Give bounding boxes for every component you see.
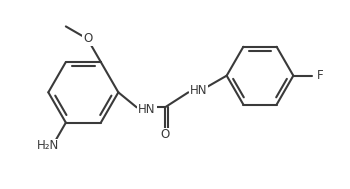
Text: F: F	[317, 69, 323, 82]
Text: HN: HN	[138, 102, 156, 115]
Text: O: O	[160, 129, 170, 142]
Text: O: O	[83, 33, 92, 45]
Text: H₂N: H₂N	[37, 139, 60, 153]
Text: HN: HN	[190, 84, 208, 97]
